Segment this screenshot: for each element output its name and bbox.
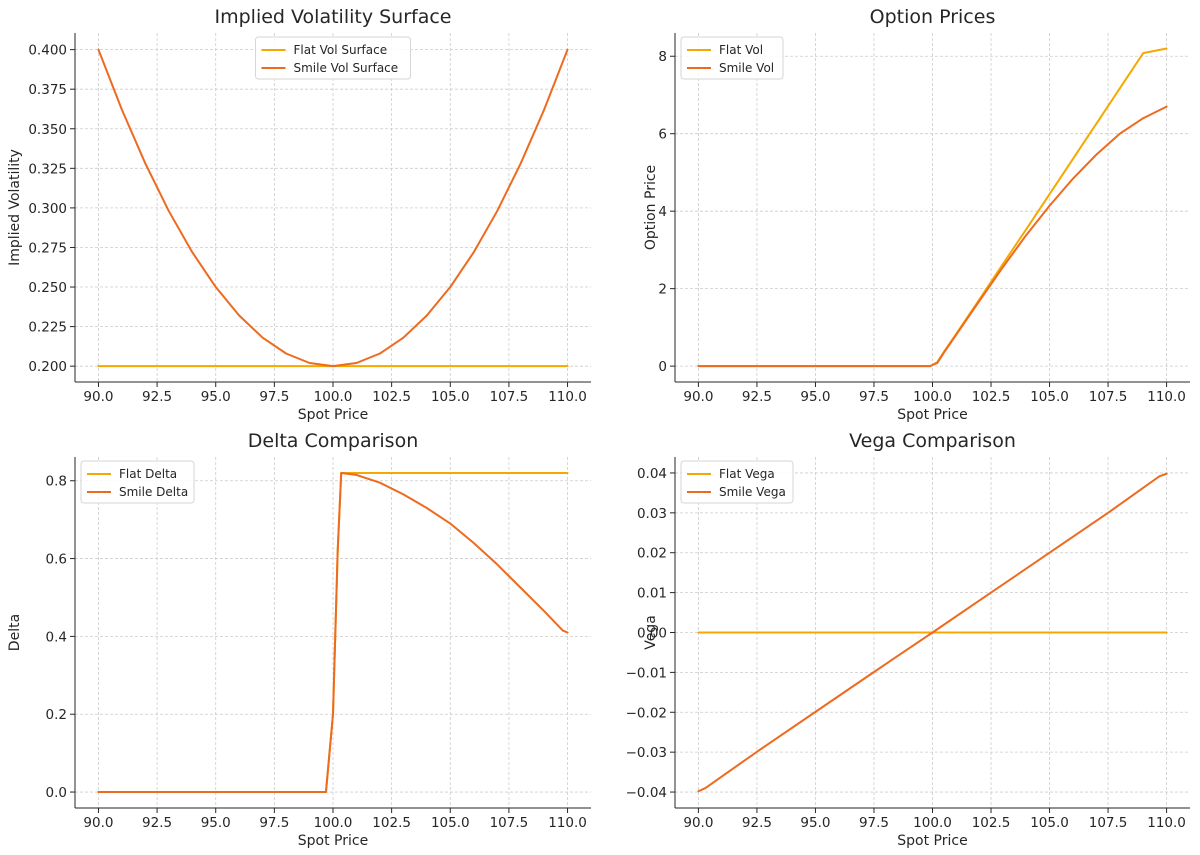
y-axis-label: Vega: [643, 615, 659, 650]
x-tick-label: 95.0: [800, 389, 830, 405]
y-tick-label: 0.2: [46, 707, 67, 723]
x-tick-label: 90.0: [683, 389, 713, 405]
x-tick-label: 102.5: [372, 389, 411, 405]
y-tick-label: 0.225: [28, 320, 67, 336]
x-tick-label: 90.0: [683, 815, 713, 831]
y-tick-label: 0.01: [637, 586, 667, 602]
chart-title: Vega Comparison: [849, 430, 1016, 452]
x-tick-label: 92.5: [142, 389, 172, 405]
x-tick-label: 105.0: [431, 815, 470, 831]
x-tick-label: 97.5: [859, 389, 889, 405]
y-tick-label: 0.00: [637, 626, 667, 642]
x-tick-label: 107.5: [1089, 815, 1128, 831]
chart-2: 90.0 92.5 95.0 97.5 100.0 102.5 105.0 107.5 110.…: [643, 6, 1190, 423]
chart-1: 90.0 92.5 95.0 97.5 100.0 102.5 105.0 107.5 110.…: [7, 6, 591, 423]
y-tick-label: 0.0: [46, 785, 67, 801]
x-tick-label: 92.5: [742, 815, 772, 831]
x-tick-label: 105.0: [1030, 389, 1069, 405]
legend-label: Smile Vol Surface: [294, 61, 399, 75]
chart-3: 90.0 92.5 95.0 97.5 100.0 102.5 105.0 107.5 110.…: [7, 430, 591, 849]
x-tick-label: 105.0: [431, 389, 470, 405]
y-tick-label: −0.01: [626, 665, 667, 681]
y-tick-label: 0.4: [46, 629, 67, 645]
legend-label: Flat Vega: [719, 467, 775, 481]
x-tick-label: 107.5: [490, 389, 529, 405]
x-tick-label: 110.0: [1147, 815, 1186, 831]
x-tick-label: 110.0: [1147, 389, 1186, 405]
legend: Flat Vol Surface Smile Vol Surface: [255, 36, 411, 80]
y-tick-label: 4: [658, 204, 667, 220]
chart-title: Option Prices: [870, 6, 996, 28]
y-tick-label: 6: [658, 127, 667, 143]
y-tick-label: −0.02: [626, 705, 667, 721]
y-tick-label: 0.03: [637, 506, 667, 522]
x-tick-label: 107.5: [490, 815, 529, 831]
x-tick-label: 100.0: [913, 389, 952, 405]
x-tick-label: 90.0: [83, 389, 113, 405]
y-tick-label: 0.350: [28, 122, 67, 138]
x-tick-label: 100.0: [314, 389, 353, 405]
y-tick-label: 0: [658, 359, 667, 375]
y-tick-label: 0.400: [28, 43, 67, 59]
chart-title: Delta Comparison: [248, 430, 419, 452]
y-tick-label: 0.6: [46, 552, 67, 568]
x-tick-label: 95.0: [201, 815, 231, 831]
x-tick-label: 100.0: [314, 815, 353, 831]
x-tick-label: 107.5: [1089, 389, 1128, 405]
legend-label: Smile Vega: [719, 485, 786, 499]
x-axis-label: Spot Price: [298, 833, 368, 849]
chart-title: Implied Volatility Surface: [215, 6, 452, 28]
legend-label: Flat Vol: [719, 43, 763, 57]
legend-label: Flat Delta: [119, 467, 177, 481]
y-tick-label: 0.375: [28, 82, 67, 98]
x-tick-label: 90.0: [83, 815, 113, 831]
legend: Flat Delta Smile Delta: [80, 460, 195, 504]
x-tick-label: 102.5: [972, 815, 1011, 831]
y-tick-label: 0.275: [28, 240, 67, 256]
chart-4: 90.0 92.5 95.0 97.5 100.0 102.5 105.0 107.5 110.…: [626, 430, 1190, 849]
legend-label: Flat Vol Surface: [294, 43, 388, 57]
series-line-2: [697, 472, 1168, 793]
x-axis-label: Spot Price: [897, 407, 967, 423]
y-tick-label: 0.250: [28, 280, 67, 296]
legend: Flat Vol Smile Vol: [680, 36, 784, 80]
y-axis-label: Implied Volatility: [7, 149, 23, 266]
legend-label: Smile Vol: [719, 61, 774, 75]
x-tick-label: 97.5: [259, 815, 289, 831]
x-tick-label: 102.5: [372, 815, 411, 831]
y-axis-label: Option Price: [643, 165, 659, 250]
x-tick-label: 110.0: [548, 815, 587, 831]
legend: Flat Vega Smile Vega: [680, 460, 794, 504]
y-tick-label: 0.04: [637, 466, 667, 482]
y-tick-label: 2: [658, 282, 667, 298]
series-line-2: [97, 471, 569, 794]
x-tick-label: 100.0: [913, 815, 952, 831]
y-axis-label: Delta: [7, 614, 23, 651]
x-tick-label: 105.0: [1030, 815, 1069, 831]
y-tick-label: 0.325: [28, 161, 67, 177]
y-tick-label: 8: [658, 49, 667, 65]
series-line-2: [697, 105, 1168, 368]
y-tick-label: 0.300: [28, 201, 67, 217]
x-tick-label: 97.5: [859, 815, 889, 831]
y-tick-label: −0.04: [626, 785, 667, 801]
legend-box: [255, 36, 411, 80]
y-tick-label: 0.02: [637, 546, 667, 562]
x-tick-label: 97.5: [259, 389, 289, 405]
x-tick-label: 92.5: [742, 389, 772, 405]
legend-label: Smile Delta: [119, 485, 188, 499]
series-line-2: [97, 48, 569, 368]
y-tick-label: −0.03: [626, 745, 667, 761]
y-tick-label: 0.200: [28, 359, 67, 375]
x-tick-label: 95.0: [800, 815, 830, 831]
x-axis-label: Spot Price: [897, 833, 967, 849]
x-axis-label: Spot Price: [298, 407, 368, 423]
y-tick-label: 0.8: [46, 474, 67, 490]
x-tick-label: 110.0: [548, 389, 587, 405]
x-tick-label: 102.5: [972, 389, 1011, 405]
x-tick-label: 92.5: [142, 815, 172, 831]
x-tick-label: 95.0: [201, 389, 231, 405]
